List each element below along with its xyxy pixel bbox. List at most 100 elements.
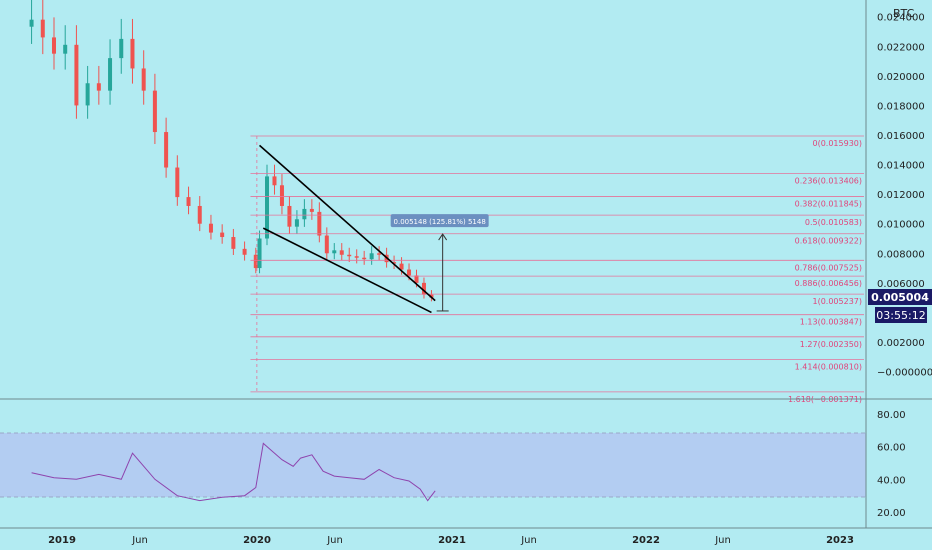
- candle: [347, 247, 352, 263]
- candle: [208, 214, 213, 240]
- fib-level: 0.5(0.010583): [250, 214, 864, 227]
- fib-level-label: 0.618(0.009322): [795, 237, 862, 246]
- candlestick-series: [29, 0, 434, 302]
- time-tick-label: 2019: [48, 535, 76, 546]
- candle: [85, 65, 90, 119]
- time-tick-label: Jun: [714, 535, 731, 546]
- rsi-line: [31, 442, 436, 502]
- candle: [96, 65, 101, 105]
- candle: [302, 199, 307, 227]
- candle: [317, 202, 322, 243]
- price-tick-label: 0.024000: [877, 13, 925, 24]
- candle: [119, 18, 124, 74]
- candle: [186, 186, 191, 215]
- fib-level: 0.786(0.007525): [250, 259, 864, 272]
- candle: [231, 228, 236, 255]
- price-tick-label: 0.008000: [877, 249, 925, 260]
- price-tick-label: 0.014000: [877, 161, 925, 172]
- fib-level: 1.414(0.000810): [250, 359, 864, 372]
- trendlines[interactable]: [259, 144, 436, 314]
- candle: [51, 17, 56, 70]
- candle: [272, 164, 277, 195]
- fib-level: 1(0.005237): [250, 293, 864, 306]
- fib-level: 1.13(0.003847): [250, 314, 864, 327]
- candle: [108, 39, 113, 105]
- fib-level-label: 0.236(0.013406): [795, 176, 862, 185]
- candle: [40, 0, 45, 55]
- fib-level: 0.886(0.006456): [250, 275, 864, 288]
- candle: [63, 25, 68, 70]
- current-price-value: 0.005004: [871, 291, 929, 304]
- fib-level-label: 0(0.015930): [812, 139, 862, 148]
- time-tick-label: Jun: [131, 535, 148, 546]
- fib-level: 1.27(0.002350): [250, 336, 864, 349]
- currency-label: BTC: [893, 7, 915, 20]
- fib-level-label: 1.414(0.000810): [795, 363, 862, 372]
- rsi-indicator: [31, 442, 436, 502]
- bar-countdown: 03:55:12: [876, 309, 925, 322]
- candle: [377, 246, 382, 261]
- rsi-tick-label: 40.00: [877, 475, 906, 486]
- candle: [294, 210, 299, 234]
- candle: [392, 255, 397, 270]
- current-price-tag: 0.005004: [868, 289, 932, 305]
- candle: [324, 227, 329, 260]
- fib-level-label: 0.886(0.006456): [795, 279, 862, 288]
- fibonacci-retracement[interactable]: 0(0.015930) 0.236(0.013406) 0.382(0.011845…: [250, 135, 864, 404]
- fib-level-label: 0.786(0.007525): [795, 263, 862, 272]
- time-tick-label: Jun: [326, 535, 343, 546]
- time-tick-label: 2022: [632, 535, 660, 546]
- rsi-axis[interactable]: 80.00 60.00 40.00 20.00: [877, 410, 906, 519]
- candle: [354, 249, 359, 264]
- candle: [369, 246, 374, 265]
- price-tick-label: 0.022000: [877, 42, 925, 53]
- candle: [141, 50, 146, 105]
- price-tick-label: 0.012000: [877, 190, 925, 201]
- candle: [152, 73, 157, 145]
- trendline[interactable]: [259, 144, 436, 302]
- candle: [74, 25, 79, 119]
- measure-label: 0.005148 (125.81%) 5148: [394, 218, 486, 226]
- price-range-measure[interactable]: 0.005148 (125.81%) 5148: [390, 214, 489, 312]
- price-tick-label: 0.016000: [877, 131, 925, 142]
- trendline[interactable]: [262, 227, 432, 314]
- measure-label-box: [390, 214, 489, 228]
- time-axis[interactable]: 2019 Jun 2020 Jun 2021 Jun 2022 Jun 2023: [48, 535, 854, 546]
- fib-level: 0(0.015930): [250, 135, 864, 148]
- candle: [29, 0, 34, 44]
- candle: [265, 164, 270, 246]
- countdown-tag: 03:55:12: [875, 307, 927, 323]
- time-tick-label: 2021: [438, 535, 466, 546]
- candle: [332, 243, 337, 260]
- fib-level-label: 1.27(0.002350): [800, 340, 862, 349]
- fib-level: 0.382(0.011845): [250, 196, 864, 208]
- price-tick-label: 0.002000: [877, 338, 925, 349]
- price-tick-label: 0.006000: [877, 279, 925, 290]
- time-tick-label: 2023: [826, 535, 854, 546]
- candle: [257, 230, 262, 274]
- price-tick-label: 0.010000: [877, 220, 925, 231]
- price-tick-label: 0.020000: [877, 72, 925, 83]
- price-axis[interactable]: 0.024000 0.022000 0.020000 0.018000 0.016000…: [877, 13, 932, 379]
- measure-arrowhead: [438, 233, 448, 241]
- candle: [242, 241, 247, 261]
- candle: [362, 250, 367, 265]
- rsi-tick-label: 60.00: [877, 443, 906, 454]
- fib-level: 0.618(0.009322): [250, 233, 864, 246]
- candle: [421, 277, 426, 299]
- candle: [309, 199, 314, 220]
- candle: [339, 243, 344, 261]
- fib-level: 0.236(0.013406): [250, 172, 864, 185]
- rsi-overbought-oversold-band: [0, 433, 866, 497]
- rsi-tick-label: 80.00: [877, 410, 906, 421]
- time-tick-label: Jun: [520, 535, 537, 546]
- price-tick-label: 0.018000: [877, 101, 925, 112]
- fib-level-label: 0.382(0.011845): [795, 199, 862, 208]
- price-tick-label: −0.000000: [877, 368, 932, 379]
- candle: [220, 224, 225, 244]
- time-tick-label: 2020: [243, 535, 271, 546]
- candle: [429, 290, 434, 302]
- candle: [175, 155, 180, 206]
- candle: [130, 18, 135, 84]
